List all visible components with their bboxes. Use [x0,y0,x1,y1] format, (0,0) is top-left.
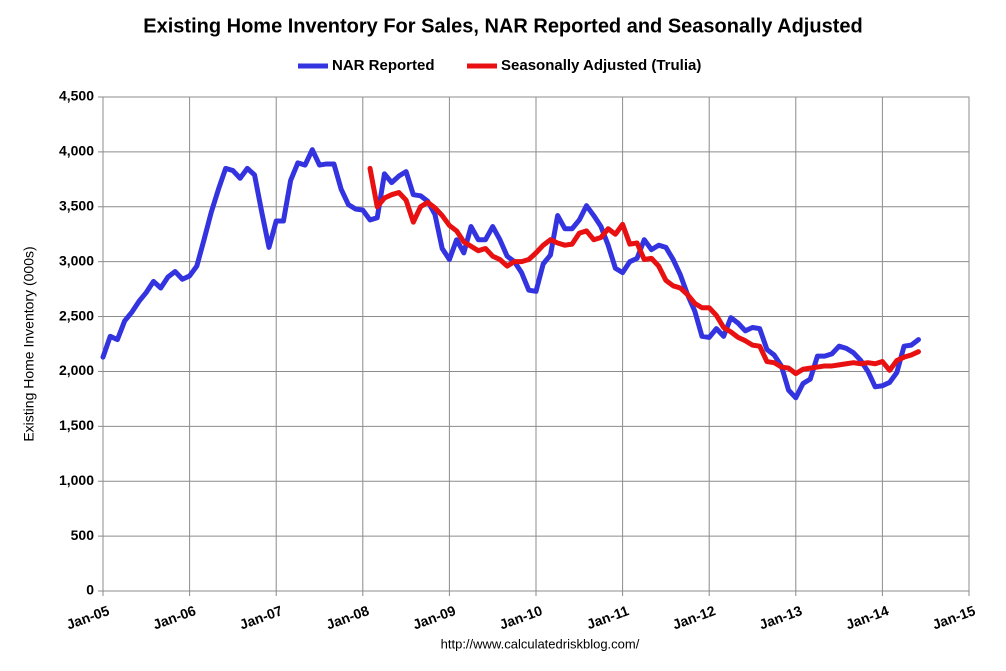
series-line [367,165,921,377]
y-tick-label: 0 [86,582,94,598]
series-line [100,147,921,401]
legend-label: Seasonally Adjusted (Trulia) [501,57,701,74]
y-tick-label: 3,500 [59,197,94,213]
chart-title: Existing Home Inventory For Sales, NAR R… [143,15,862,37]
y-tick-label: 500 [71,527,95,543]
legend: NAR Reported Seasonally Adjusted (Trulia) [298,57,701,74]
source: http://www.calculatedriskblog.com/ [441,636,640,651]
y-tick-label: 4,000 [59,143,94,159]
y-tick-label: 2,000 [59,362,94,378]
y-tick-label: 3,000 [59,252,94,268]
legend-label: NAR Reported [332,57,435,74]
y-axis-label: Existing Home Inventory (000s) [21,246,37,441]
y-tick-label: 2,500 [59,307,94,323]
y-tick-label: 4,500 [59,88,94,104]
y-tick-label: 1,000 [59,472,94,488]
y-tick-label: 1,500 [59,417,94,433]
